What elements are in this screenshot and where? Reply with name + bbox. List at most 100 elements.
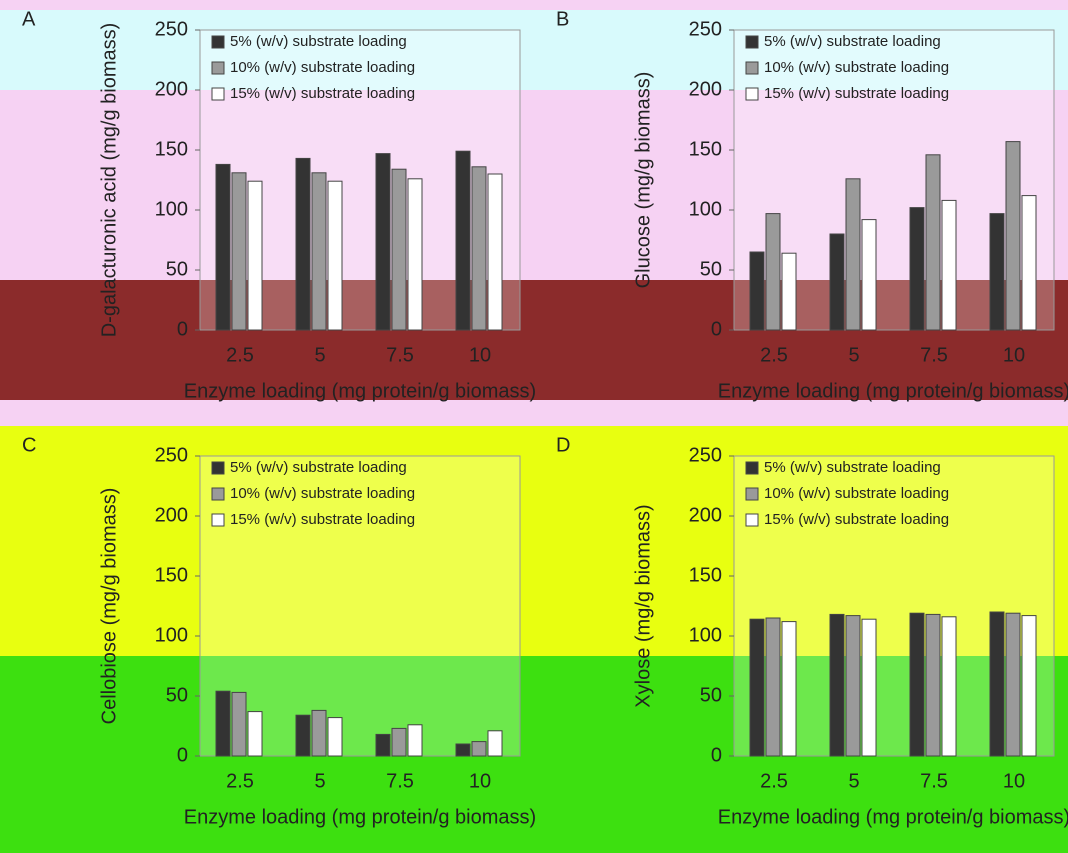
bar: [488, 731, 502, 756]
legend-swatch: [212, 514, 224, 526]
bar: [766, 214, 780, 330]
legend-swatch: [746, 514, 758, 526]
y-tick-label: 200: [689, 504, 722, 526]
y-tick-label: 100: [155, 198, 188, 220]
bar: [392, 728, 406, 756]
y-tick-label: 250: [155, 444, 188, 466]
y-tick-label: 200: [155, 78, 188, 100]
x-tick-label: 2.5: [760, 770, 788, 792]
panel-label: B: [556, 8, 569, 30]
y-tick-label: 0: [711, 318, 722, 340]
bar: [1022, 616, 1036, 756]
bar: [296, 715, 310, 756]
legend-swatch: [746, 488, 758, 500]
x-tick-label: 5: [848, 770, 859, 792]
bar: [488, 174, 502, 330]
y-tick-label: 0: [711, 744, 722, 766]
legend-label: 15% (w/v) substrate loading: [764, 85, 949, 102]
bar: [846, 616, 860, 756]
bar: [376, 154, 390, 330]
y-tick-label: 50: [166, 684, 188, 706]
x-tick-label: 10: [1003, 770, 1025, 792]
y-tick-label: 0: [177, 744, 188, 766]
legend-swatch: [746, 88, 758, 100]
legend-label: 10% (w/v) substrate loading: [764, 59, 949, 76]
figure: A D-galacturonic acid (mg/g biomass) Enzym…: [0, 0, 1068, 853]
legend-swatch: [746, 62, 758, 74]
bar: [750, 619, 764, 756]
x-tick-label: 7.5: [920, 770, 948, 792]
bar: [408, 725, 422, 756]
bar: [990, 214, 1004, 330]
x-tick-label: 7.5: [920, 344, 948, 366]
y-tick-label: 50: [166, 258, 188, 280]
y-tick-label: 150: [155, 138, 188, 160]
bar: [408, 179, 422, 330]
bar: [296, 158, 310, 330]
x-axis-label: Enzyme loading (mg protein/g biomass): [718, 806, 1068, 828]
legend-swatch: [746, 462, 758, 474]
y-axis-label: Cellobiose (mg/g biomass): [98, 488, 120, 725]
bar: [328, 718, 342, 756]
x-tick-label: 10: [469, 770, 491, 792]
y-tick-label: 150: [155, 564, 188, 586]
bar: [782, 253, 796, 330]
bar: [1006, 613, 1020, 756]
x-tick-label: 7.5: [386, 344, 414, 366]
bar: [926, 614, 940, 756]
bar: [942, 200, 956, 330]
x-tick-label: 5: [314, 344, 325, 366]
bar: [472, 742, 486, 756]
legend-label: 10% (w/v) substrate loading: [230, 59, 415, 76]
x-tick-label: 10: [1003, 344, 1025, 366]
bar: [750, 252, 764, 330]
bar: [942, 617, 956, 756]
bar: [232, 692, 246, 756]
x-axis-label: Enzyme loading (mg protein/g biomass): [184, 380, 536, 402]
bar: [472, 167, 486, 330]
bar: [830, 234, 844, 330]
x-tick-label: 10: [469, 344, 491, 366]
legend-label: 15% (w/v) substrate loading: [230, 511, 415, 528]
y-axis-label: D-galacturonic acid (mg/g biomass): [98, 23, 120, 338]
bar: [248, 712, 262, 756]
bar: [1022, 196, 1036, 330]
y-tick-label: 50: [700, 684, 722, 706]
x-tick-label: 2.5: [226, 344, 254, 366]
bar: [862, 619, 876, 756]
bar: [216, 164, 230, 330]
y-axis-label: Xylose (mg/g biomass): [632, 504, 654, 707]
x-tick-label: 5: [314, 770, 325, 792]
bar: [248, 181, 262, 330]
y-tick-label: 200: [689, 78, 722, 100]
panel-label: A: [22, 8, 36, 30]
bar: [830, 614, 844, 756]
legend-label: 5% (w/v) substrate loading: [764, 459, 941, 476]
legend-label: 5% (w/v) substrate loading: [230, 459, 407, 476]
x-tick-label: 2.5: [760, 344, 788, 366]
y-tick-label: 50: [700, 258, 722, 280]
bar: [766, 618, 780, 756]
panel-label: D: [556, 434, 570, 456]
bar: [312, 710, 326, 756]
legend-swatch: [746, 36, 758, 48]
bar: [328, 181, 342, 330]
y-tick-label: 100: [689, 198, 722, 220]
bar: [376, 734, 390, 756]
legend-swatch: [212, 36, 224, 48]
y-tick-label: 100: [155, 624, 188, 646]
legend-label: 15% (w/v) substrate loading: [764, 511, 949, 528]
bar: [216, 691, 230, 756]
y-tick-label: 200: [155, 504, 188, 526]
legend-label: 5% (w/v) substrate loading: [230, 33, 407, 50]
bar: [782, 622, 796, 756]
legend-swatch: [212, 488, 224, 500]
bar: [232, 173, 246, 330]
panel-label: C: [22, 434, 36, 456]
y-tick-label: 150: [689, 138, 722, 160]
bar: [910, 208, 924, 330]
legend-swatch: [212, 88, 224, 100]
bar: [846, 179, 860, 330]
bar: [456, 151, 470, 330]
bar: [990, 612, 1004, 756]
